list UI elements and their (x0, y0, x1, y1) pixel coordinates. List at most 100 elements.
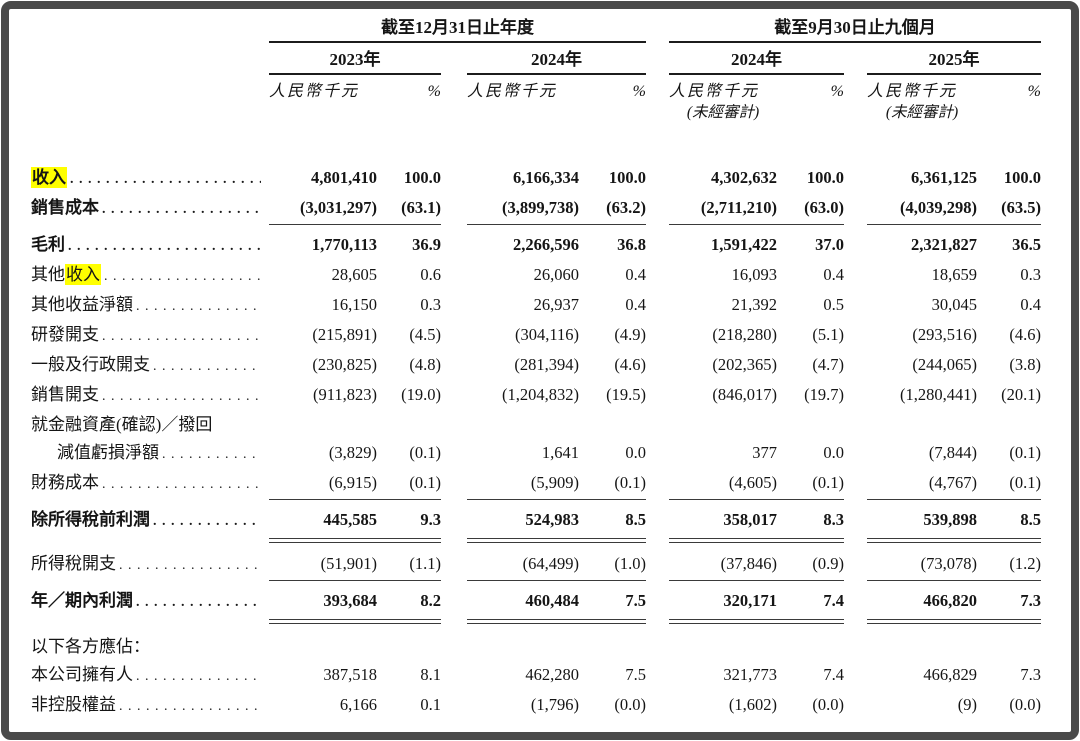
value-cell: 524,983 (525, 509, 579, 529)
dot-leader (68, 234, 261, 257)
highlighted-text: 收入 (65, 263, 101, 285)
row-label: 銷售成本 (31, 193, 269, 223)
dot-leader (162, 442, 261, 465)
value-cell: 0.6 (420, 264, 441, 284)
value-cell: 8.5 (625, 509, 646, 529)
double-rule-line (269, 619, 377, 624)
value-cell: 0.4 (1020, 294, 1041, 314)
value-cell: 462,280 (525, 664, 579, 684)
value-cell: (0.9) (812, 553, 844, 573)
row-label: 其他 收入 (31, 260, 269, 290)
double-rule-line (977, 619, 1041, 624)
value-cell: (4,767) (928, 472, 977, 492)
value-cell: (4.6) (614, 354, 646, 374)
dot-leader (102, 472, 261, 495)
value-cell: (4.8) (409, 354, 441, 374)
label-text: 非控股權益 (31, 694, 116, 714)
dot-leader (102, 324, 261, 347)
label-text: 研發開支 (31, 324, 99, 344)
value-cell: (3,031,297) (300, 197, 377, 217)
single-rule-line (377, 580, 441, 581)
year-2024: 2024年 (531, 50, 582, 69)
row-label: 銷售開支 (31, 380, 269, 410)
rule-row (31, 499, 1041, 500)
single-rule-line (579, 499, 646, 500)
unit-label: 人民幣千元 (867, 83, 958, 100)
table-row: 一般及行政開支 (230,825) (4.8) (281,394) (4.6) (202,… (31, 350, 1041, 380)
value-cell: (911,823) (312, 384, 377, 404)
value-cell: 4,302,632 (711, 167, 777, 187)
value-cell: 0.5 (823, 294, 844, 314)
percent-label: % (427, 83, 441, 100)
single-rule-line (467, 580, 579, 581)
value-cell: (218,280) (712, 324, 777, 344)
rule-line (669, 41, 1041, 43)
row-label: 所得稅開支 (31, 549, 269, 579)
value-cell: 36.5 (1012, 234, 1041, 254)
rule-row (31, 224, 1041, 225)
value-cell: (1,796) (530, 694, 579, 714)
single-rule-line (977, 224, 1041, 225)
value-cell: (5,909) (530, 472, 579, 492)
dot-leader (119, 553, 261, 576)
value-cell: (63.5) (1001, 197, 1041, 217)
value-cell: (215,891) (312, 324, 377, 344)
value-cell: 1,591,422 (711, 234, 777, 254)
double-rule-line (669, 538, 777, 543)
row-label: 本公司擁有人 (31, 660, 269, 690)
value-cell: 9.3 (420, 509, 441, 529)
double-rule-line (867, 538, 977, 543)
value-cell: (281,394) (514, 354, 579, 374)
value-cell: 100.0 (806, 167, 844, 187)
value-cell: 6,166,334 (513, 167, 579, 187)
period-group-annual: 截至12月31日止年度 (381, 18, 534, 37)
value-cell: (19.0) (401, 384, 441, 404)
row-label: 就金融資產(確認)／撥回 (31, 410, 269, 438)
label-text: 銷售開支 (31, 384, 99, 404)
value-cell: (244,065) (912, 354, 977, 374)
value-cell: 320,171 (723, 590, 777, 610)
table-row: 所得稅開支 (51,901) (1.1) (64,499) (1.0) (37,846) (… (31, 549, 1041, 579)
double-rule-line (467, 619, 579, 624)
value-cell: (64,499) (522, 553, 579, 573)
dot-leader (102, 384, 261, 407)
value-cell: (3,899,738) (502, 197, 579, 217)
row-label: 減值虧損淨額 (31, 438, 269, 468)
value-cell: 0.4 (625, 294, 646, 314)
unaudited-row: (未經審計) (未經審計) (31, 102, 1041, 123)
table-body: 收入 4,801,410 100.0 6,166,334 100.0 4,302,632 1… (31, 163, 1071, 720)
value-cell: 0.4 (823, 264, 844, 284)
value-cell: 21,392 (731, 294, 777, 314)
value-cell: (4,605) (728, 472, 777, 492)
double-rule-line (669, 619, 777, 624)
single-rule-line (977, 580, 1041, 581)
label-text: 其他收益淨額 (31, 294, 133, 314)
value-cell: (5.1) (812, 324, 844, 344)
single-rule-line (867, 224, 977, 225)
label-text: 就金融資產(確認)／撥回 (31, 414, 213, 434)
value-cell: 16,093 (731, 264, 777, 284)
table-row: 除所得稅前利潤 445,585 9.3 524,983 8.5 358,017 8.3 539… (31, 505, 1041, 535)
label-text: 銷售成本 (31, 197, 99, 217)
value-cell: 4,801,410 (311, 167, 377, 187)
single-rule-line (777, 580, 844, 581)
value-cell: (6,915) (328, 472, 377, 492)
double-rule-line (579, 538, 646, 543)
double-rule-line (977, 538, 1041, 543)
value-cell: (0.1) (614, 472, 646, 492)
single-rule-line (269, 499, 377, 500)
table-row: 財務成本 (6,915) (0.1) (5,909) (0.1) (4,605) (0.1)… (31, 468, 1041, 498)
year-2023: 2023年 (329, 50, 381, 69)
double-rule-line (777, 538, 844, 543)
single-rule-line (669, 580, 777, 581)
value-cell: 18,659 (931, 264, 977, 284)
value-cell: 8.3 (823, 509, 844, 529)
value-cell: 7.4 (823, 664, 844, 684)
double-rule-line (867, 619, 977, 624)
value-cell: (4.5) (409, 324, 441, 344)
value-cell: 26,060 (533, 264, 579, 284)
value-cell: (0.1) (409, 442, 441, 462)
value-cell: (1,204,832) (502, 384, 579, 404)
rule-line (867, 73, 1041, 75)
value-cell: (3.8) (1009, 354, 1041, 374)
